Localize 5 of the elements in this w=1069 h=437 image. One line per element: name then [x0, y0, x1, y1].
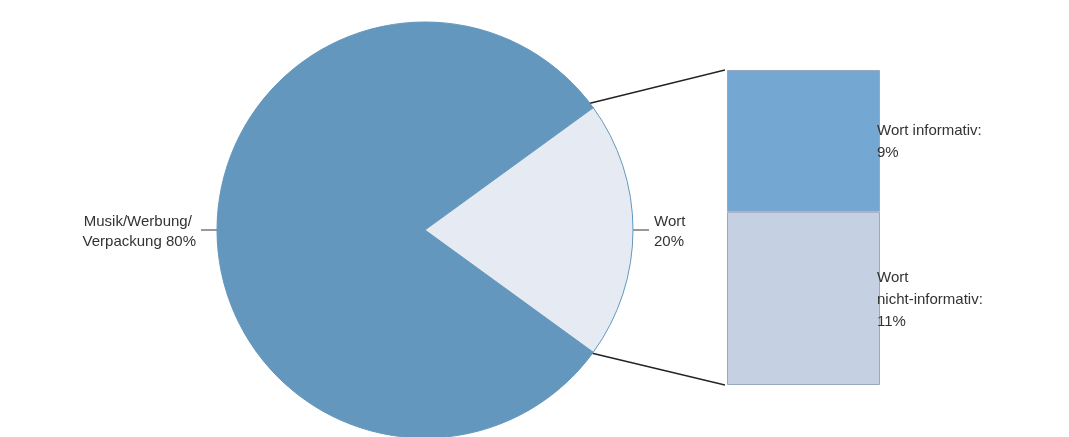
data-label: 11% [877, 311, 906, 329]
data-label: 20% [654, 231, 685, 249]
slice-label: Musik/Werbung/ Verpackung 80% [82, 211, 196, 249]
series-label: Wort nicht-informativ: [877, 267, 983, 307]
slice-label: Wort [654, 211, 690, 229]
